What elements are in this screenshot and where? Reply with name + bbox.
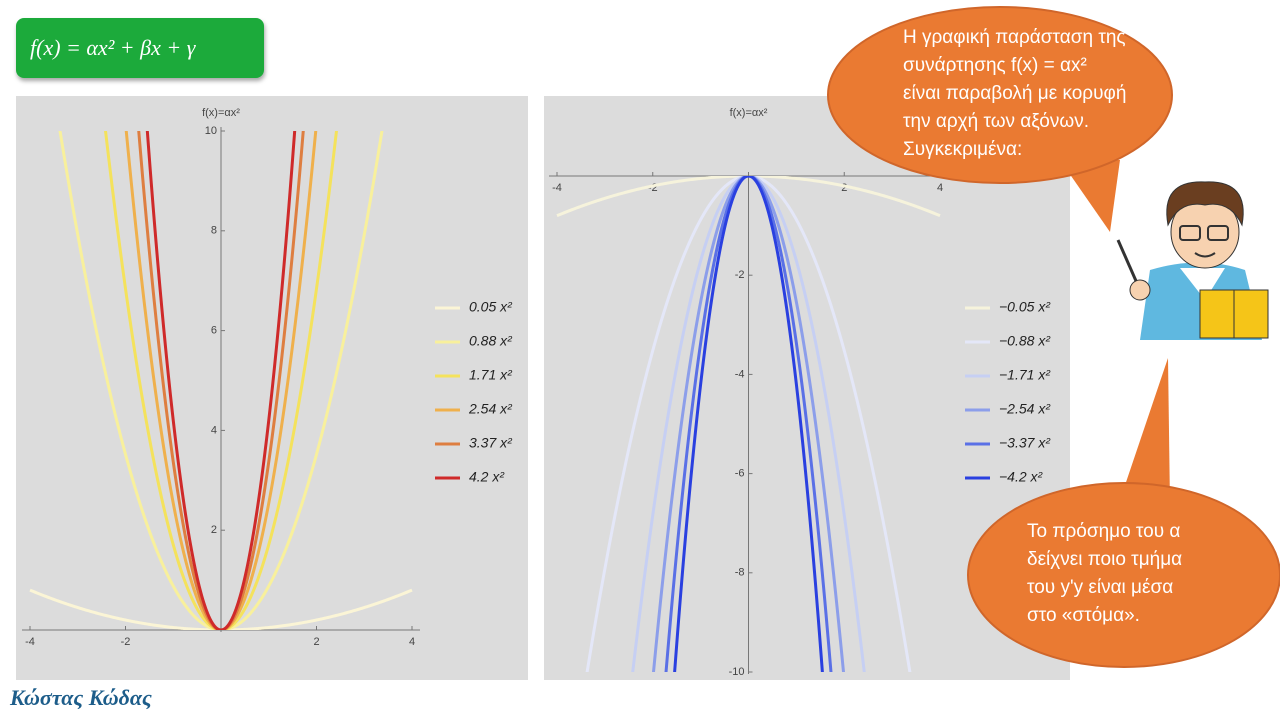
bubble-text: Το πρόσημο του α bbox=[1027, 521, 1180, 542]
y-axis-label: f(x)=αx² bbox=[730, 107, 768, 119]
legend-label: 2.54 x² bbox=[468, 401, 513, 417]
speech-bubble: Το πρόσημο του α δείχνει ποιο τμήμα του y'… bbox=[967, 358, 1280, 668]
legend-label: 0.88 x² bbox=[469, 333, 513, 349]
legend-label: −2.54 x² bbox=[999, 401, 1051, 417]
x-tick-label: -4 bbox=[552, 182, 562, 194]
legend-label: −1.71 x² bbox=[999, 367, 1051, 383]
y-tick-label: 10 bbox=[205, 125, 217, 137]
x-tick-label: -4 bbox=[25, 636, 35, 648]
y-tick-label: 8 bbox=[211, 225, 217, 237]
legend-label: −0.88 x² bbox=[999, 333, 1051, 349]
x-tick-label: 2 bbox=[313, 636, 319, 648]
x-tick-label: 4 bbox=[409, 636, 415, 648]
legend-label: −4.2 x² bbox=[999, 469, 1044, 485]
bubble-text: την αρχή των αξόνων. bbox=[903, 111, 1089, 132]
legend-label: 4.2 x² bbox=[469, 469, 505, 485]
x-tick-label: 4 bbox=[937, 182, 943, 194]
formula-box bbox=[16, 18, 264, 78]
x-tick-label: 2 bbox=[841, 182, 847, 194]
parabola-curve bbox=[585, 176, 912, 672]
x-tick-label: -2 bbox=[648, 182, 658, 194]
chart-panel: f(x)=αx² -4 -2 2 4 2 4 6 8 10 0.05 x² 0.88 x² 1.71 x… bbox=[16, 96, 528, 680]
legend-label: −3.37 x² bbox=[999, 435, 1051, 451]
y-tick-label: 6 bbox=[211, 325, 217, 337]
parabola-curve bbox=[29, 588, 413, 630]
y-tick-label: -2 bbox=[735, 269, 745, 281]
parabola-curve bbox=[58, 131, 384, 630]
y-tick-label: -10 bbox=[729, 666, 745, 678]
x-tick-label: -2 bbox=[121, 636, 131, 648]
author: Κώστας Κώδας bbox=[9, 685, 152, 710]
bubble-text: Η γραφική παράσταση της bbox=[903, 27, 1126, 48]
bubble-text: δείχνει ποιο τμήμα bbox=[1027, 549, 1182, 570]
y-tick-label: -6 bbox=[735, 468, 745, 480]
y-tick-label: -8 bbox=[735, 567, 745, 579]
bubble-text: στο «στόμα». bbox=[1027, 605, 1140, 626]
y-tick-label: -4 bbox=[735, 368, 745, 380]
bubble-text: συνάρτησης f(x) = αx² bbox=[903, 55, 1087, 76]
legend-label: −0.05 x² bbox=[999, 299, 1051, 315]
bubble-text: είναι παραβολή με κορυφή bbox=[903, 83, 1126, 104]
bubble-text: του y'y είναι μέσα bbox=[1027, 577, 1173, 598]
chart-panel: f(x)=αx² -4 -2 2 4 -2 -4 -6 -8 -10 −0.05 x² −0.88 x… bbox=[544, 96, 1070, 680]
y-axis-label: f(x)=αx² bbox=[202, 107, 240, 119]
formula: f(x) = αx² + βx + γ bbox=[30, 35, 197, 60]
y-tick-label: 2 bbox=[211, 524, 217, 536]
legend-label: 0.05 x² bbox=[469, 299, 513, 315]
legend-label: 1.71 x² bbox=[469, 367, 513, 383]
bubble-text: Συγκεκριμένα: bbox=[903, 139, 1022, 160]
parabola-curve bbox=[556, 176, 941, 218]
legend-label: 3.37 x² bbox=[469, 435, 513, 451]
teacher-illustration bbox=[1116, 181, 1269, 340]
y-tick-label: 4 bbox=[211, 424, 217, 436]
speech-bubble: Η γραφική παράσταση της συνάρτησης f(x) =… bbox=[827, 6, 1173, 232]
